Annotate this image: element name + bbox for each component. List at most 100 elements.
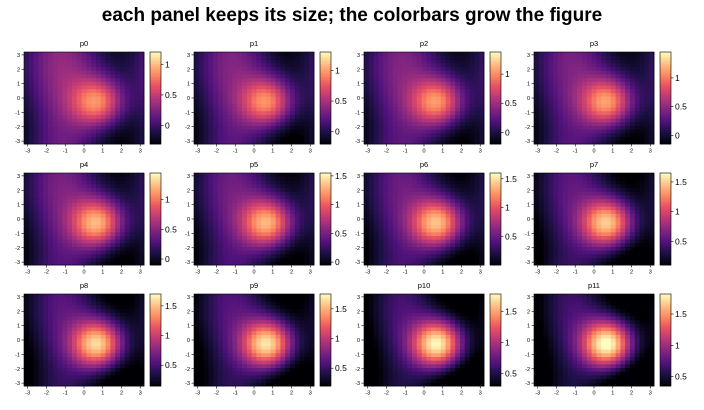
- heatmap-cell: [309, 125, 315, 130]
- heatmap-cell: [57, 74, 63, 79]
- heatmap-cell: [246, 77, 252, 82]
- heatmap-cell: [474, 110, 480, 115]
- heatmap-cell: [299, 173, 305, 178]
- heatmap-cell: [115, 77, 121, 82]
- heatmap-cell: [208, 63, 214, 68]
- heatmap-cell: [48, 132, 54, 138]
- heatmap-cell: [290, 99, 296, 104]
- heatmap-cell: [266, 224, 272, 229]
- heatmap-cell: [52, 121, 58, 126]
- heatmap-cell: [464, 184, 470, 189]
- colorbar-segment: [150, 196, 161, 199]
- heatmap-cell: [96, 99, 102, 104]
- heatmap-cell: [407, 52, 413, 57]
- heatmap-cell: [309, 198, 315, 203]
- heatmap-cell: [290, 206, 296, 211]
- heatmap-cell: [373, 114, 379, 119]
- heatmap-cell: [33, 132, 39, 138]
- heatmap-cell: [562, 136, 568, 141]
- heatmap-cell: [33, 239, 39, 244]
- heatmap-cell: [426, 198, 432, 203]
- heatmap-cell: [383, 173, 389, 178]
- heatmap-cell: [460, 55, 466, 60]
- heatmap-cell: [237, 253, 243, 259]
- heatmap-cell: [639, 77, 645, 82]
- heatmap-cell: [232, 88, 238, 93]
- heatmap-cell: [48, 173, 54, 178]
- heatmap-cell: [261, 242, 267, 247]
- heatmap-cell: [639, 59, 645, 64]
- heatmap-cell: [378, 81, 384, 86]
- heatmap-cell: [421, 235, 427, 240]
- heatmap-cell: [407, 136, 413, 141]
- heatmap-cell: [450, 99, 456, 104]
- heatmap-cell: [538, 246, 544, 251]
- heatmap-cell: [120, 132, 126, 138]
- colorbar-segment: [150, 134, 161, 138]
- heatmap-cell: [139, 81, 145, 86]
- heatmap-cell: [86, 81, 92, 86]
- heatmap-cell: [412, 176, 418, 181]
- heatmap-cell: [431, 173, 437, 178]
- heatmap-cell: [24, 118, 30, 123]
- heatmap-cell: [67, 129, 73, 134]
- heatmap-cell: [534, 187, 540, 192]
- heatmap-cell: [562, 129, 568, 134]
- heatmap-cell: [203, 92, 209, 97]
- heatmap-cell: [76, 77, 82, 82]
- heatmap-cell: [479, 173, 485, 178]
- heatmap-cell: [601, 107, 607, 112]
- heatmap-cell: [57, 198, 63, 203]
- heatmap-cell: [543, 96, 549, 101]
- heatmap-cell: [436, 195, 442, 200]
- heatmap-cell: [232, 129, 238, 134]
- heatmap-cell: [469, 85, 475, 90]
- heatmap-cell: [378, 55, 384, 60]
- heatmap-cell: [534, 250, 540, 255]
- x-tick-label: -2: [44, 149, 49, 155]
- heatmap-cell: [304, 132, 310, 138]
- heatmap-cell: [450, 261, 456, 266]
- heatmap-cell: [392, 213, 398, 218]
- heatmap-cell: [232, 77, 238, 82]
- heatmap-cell: [383, 195, 389, 200]
- heatmap-cell: [110, 180, 116, 185]
- heatmap-cell: [129, 140, 135, 145]
- x-tick-label: -2: [554, 149, 559, 155]
- heatmap-cell: [81, 99, 87, 104]
- heatmap-cell: [591, 136, 597, 141]
- heatmap-cell: [242, 85, 248, 90]
- heatmap-cell: [237, 99, 243, 104]
- heatmap-cell: [124, 180, 130, 185]
- heatmap-cell: [440, 103, 446, 108]
- heatmap-cell: [450, 118, 456, 123]
- heatmap-cell: [562, 107, 568, 112]
- heatmap-cell: [436, 209, 442, 214]
- x-tick-label: -1: [233, 149, 238, 155]
- heatmap-cell: [577, 132, 583, 138]
- heatmap-cell: [24, 103, 30, 108]
- heatmap-cell: [620, 132, 626, 138]
- heatmap-cell: [392, 261, 398, 266]
- heatmap-cell: [615, 52, 621, 57]
- heatmap-cell: [100, 81, 106, 86]
- heatmap-cell: [562, 81, 568, 86]
- heatmap-cell: [397, 52, 403, 57]
- heatmap-cell: [100, 110, 106, 115]
- heatmap-cell: [33, 176, 39, 181]
- heatmap-cell: [392, 66, 398, 71]
- heatmap-cell: [368, 253, 374, 259]
- heatmap-cell: [124, 209, 130, 214]
- heatmap-cell: [416, 74, 422, 79]
- heatmap-cell: [86, 206, 92, 211]
- heatmap-cell: [378, 74, 384, 79]
- heatmap-cell: [591, 92, 597, 97]
- heatmap-cell: [24, 74, 30, 79]
- heatmap-cell: [620, 140, 626, 145]
- heatmap-cell: [426, 217, 432, 222]
- heatmap-cell: [86, 184, 92, 189]
- heatmap-cell: [558, 118, 564, 123]
- heatmap-cell: [304, 220, 310, 225]
- heatmap-cell: [416, 132, 422, 138]
- y-tick-label: 1: [357, 203, 360, 209]
